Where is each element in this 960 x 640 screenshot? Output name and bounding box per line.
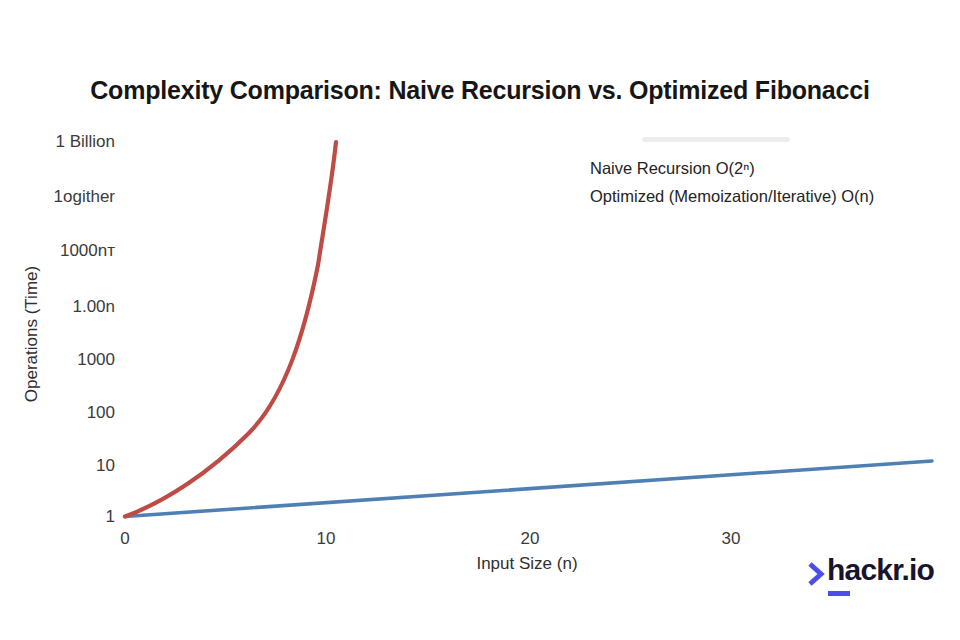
hackr-logo-text: hackr.io	[827, 553, 934, 586]
y-tick-1: 1	[15, 507, 115, 527]
legend-entry-naive: Naive Recursion O(2ⁿ)	[590, 154, 874, 182]
chart-title: Complexity Comparison: Naive Recursion v…	[0, 76, 960, 105]
x-axis-title: Input Size (n)	[447, 554, 607, 574]
y-tick-1billion: 1 Billion	[15, 132, 115, 152]
legend-entry-optimized: Optimized (Memoization/Iterative) O(n)	[590, 182, 874, 210]
y-tick-10: 10	[15, 456, 115, 476]
x-tick-20: 20	[521, 529, 540, 549]
chevron-right-icon	[806, 559, 826, 589]
y-axis-title: Operations (Time)	[22, 244, 42, 424]
naive-recursion-curve	[125, 142, 336, 517]
x-tick-10: 10	[317, 529, 336, 549]
hackr-logo-underline	[828, 591, 850, 596]
legend-highlight-bar	[642, 137, 790, 142]
x-tick-30: 30	[722, 529, 741, 549]
y-tick-1ogither: 1ogither	[15, 187, 115, 207]
chart-canvas: Complexity Comparison: Naive Recursion v…	[0, 0, 960, 640]
x-tick-0: 0	[120, 529, 129, 549]
legend: Naive Recursion O(2ⁿ) Optimized (Memoiza…	[590, 154, 874, 210]
hackr-logo: hackr.io	[806, 553, 934, 589]
optimized-line-series	[125, 461, 932, 517]
